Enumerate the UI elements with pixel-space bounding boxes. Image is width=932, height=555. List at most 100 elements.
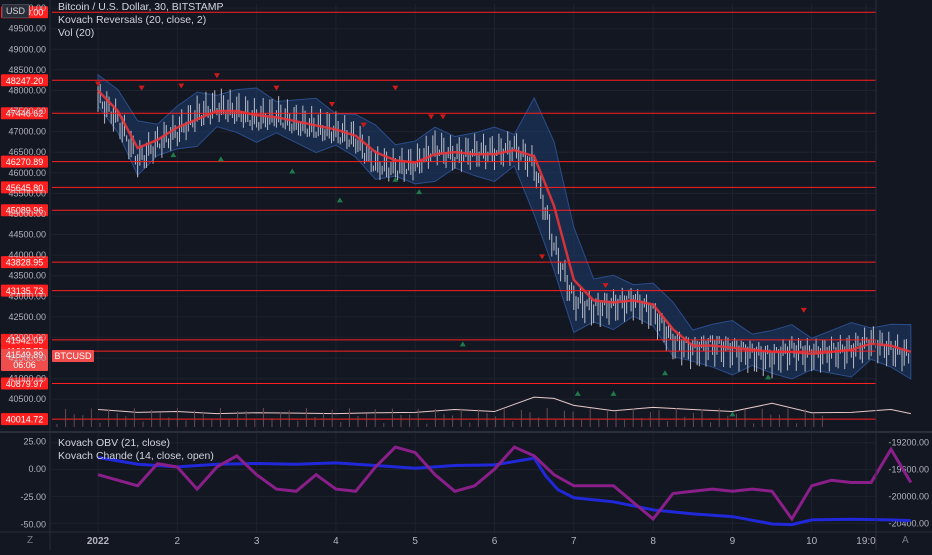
level-badge[interactable] — [1, 413, 48, 426]
last-price-badge[interactable] — [1, 348, 48, 371]
legend-obv[interactable]: Kovach OBV (21, close) — [58, 437, 171, 449]
y-tick-label: 43000.00 — [8, 291, 46, 301]
main-legend[interactable]: Bitcoin / U.S. Dollar, 30, BITSTAMP Kova… — [58, 1, 224, 40]
y-tick-label: 43500.00 — [8, 271, 46, 281]
y-tick-label: 42000.00 — [8, 332, 46, 342]
x-tick-label: 6 — [492, 536, 498, 547]
level-badge[interactable] — [1, 284, 48, 297]
last-price-label: 41549.89 — [6, 350, 44, 360]
y-tick-label: 40500.00 — [8, 394, 46, 404]
reversal-down-marker — [95, 81, 101, 87]
candles[interactable] — [97, 84, 912, 379]
level-label: 41942.05 — [6, 335, 44, 345]
legend-study-volume[interactable]: Vol (20) — [58, 27, 95, 39]
lower-legend[interactable]: Kovach OBV (21, close) Kovach Chande (14… — [58, 437, 214, 463]
reversal-up-marker — [392, 176, 399, 182]
reversal-up-marker — [574, 390, 581, 396]
volume-line — [97, 396, 911, 415]
level-label: 40879.97 — [6, 379, 44, 389]
level-badge[interactable] — [1, 107, 48, 120]
legend-study-reversals[interactable]: Kovach Reversals (20, close, 2) — [58, 14, 207, 26]
x-tick-label: 7 — [571, 536, 577, 547]
reversal-down-marker — [213, 73, 220, 79]
x-tick-label: 2022 — [87, 536, 110, 547]
y-tick-label: 48500.00 — [8, 65, 46, 75]
level-label: 40014.72 — [6, 415, 44, 425]
level-label: 46270.89 — [6, 157, 44, 167]
y-tick-label: 49000.00 — [8, 44, 46, 54]
currency-badge[interactable]: USD — [2, 4, 30, 18]
reversal-down-marker — [328, 102, 335, 108]
reversal-down-marker — [178, 83, 185, 89]
level-label: 45089.96 — [6, 206, 44, 216]
level-label: 43135.73 — [6, 286, 44, 296]
symbol-badge-label: BTCUSD — [54, 351, 92, 361]
reversal-down-marker — [392, 85, 399, 91]
y-tick-label: 48000.00 — [8, 85, 46, 95]
level-badge[interactable] — [1, 74, 48, 87]
level-label: 43828.95 — [6, 258, 44, 268]
reversal-up-marker — [289, 168, 296, 174]
reversal-down-marker — [602, 283, 609, 289]
auto-scale-button[interactable]: A — [902, 535, 909, 546]
obv-line[interactable] — [97, 456, 911, 527]
legend-chande[interactable]: Kovach Chande (14, close, open) — [58, 450, 214, 462]
level-badge[interactable] — [1, 155, 48, 168]
y-tick-label: 42500.00 — [8, 312, 46, 322]
reversal-up-marker — [765, 374, 772, 380]
reversal-up-marker — [610, 390, 617, 396]
reversal-up-marker — [416, 189, 423, 195]
volume-series — [56, 396, 911, 427]
y-tick-label: 46000.00 — [8, 168, 46, 178]
reversal-up-marker — [729, 411, 736, 417]
reversal-down-marker — [539, 254, 546, 260]
lower-left-tick: -50.00 — [20, 519, 46, 529]
reversal-markers — [95, 73, 807, 417]
lower-left-tick: 25.00 — [23, 437, 46, 447]
y-tick-label: 44000.00 — [8, 250, 46, 260]
x-tick-label: 19:0 — [856, 536, 876, 547]
x-tick-label: 2 — [175, 536, 181, 547]
x-tick-label: 4 — [333, 536, 339, 547]
reversal-down-marker — [273, 85, 280, 91]
level-label: 45645.80 — [6, 183, 44, 193]
lower-right-tick: -20000.00 — [888, 491, 929, 501]
x-tick-label: 5 — [412, 536, 418, 547]
reversal-down-marker — [800, 307, 807, 313]
reversal-up-marker — [661, 370, 668, 376]
price-levels[interactable]: 48247.20 47446.62 46270.89 45645.80 45089.96… — [1, 6, 876, 426]
symbol-badge[interactable] — [52, 349, 94, 362]
x-tick-label: 9 — [730, 536, 736, 547]
countdown-label: 06:06 — [13, 360, 36, 370]
x-tick-label: 3 — [254, 536, 260, 547]
reversal-down-marker — [138, 85, 145, 91]
y-tick-label: 41500.00 — [8, 353, 46, 363]
y-tick-label: 44500.00 — [8, 230, 46, 240]
chande-line[interactable] — [97, 445, 913, 522]
y-tick-label: 45500.00 — [8, 188, 46, 198]
level-badge[interactable] — [1, 256, 48, 269]
reversal-up-marker — [459, 341, 466, 347]
y-tick-label: 47500.00 — [8, 106, 46, 116]
lower-pane[interactable]: 25.00 0.00 -25.00 -50.00 -19200.00 -19600.00 -… — [20, 437, 929, 530]
legend-title[interactable]: Bitcoin / U.S. Dollar, 30, BITSTAMP — [58, 1, 224, 13]
x-tick-label: 8 — [650, 536, 656, 547]
level-badge[interactable] — [1, 204, 48, 217]
reversal-up-marker — [217, 156, 224, 162]
zoom-button[interactable]: Z — [27, 535, 34, 546]
y-tick-label: 47000.00 — [8, 127, 46, 137]
y-tick-label: 46500.00 — [8, 147, 46, 157]
x-tick-label: 10 — [806, 536, 818, 547]
lower-right-tick: -19200.00 — [888, 438, 929, 448]
level-label: 48247.20 — [6, 76, 44, 86]
ma-line — [97, 89, 912, 356]
lower-right-tick: -20400.00 — [888, 518, 929, 528]
reversal-up-marker — [336, 197, 343, 203]
level-badge[interactable] — [1, 377, 48, 390]
level-badge[interactable] — [1, 333, 48, 346]
level-badge[interactable] — [1, 181, 48, 194]
lower-right-tick: -19600.00 — [888, 465, 929, 475]
